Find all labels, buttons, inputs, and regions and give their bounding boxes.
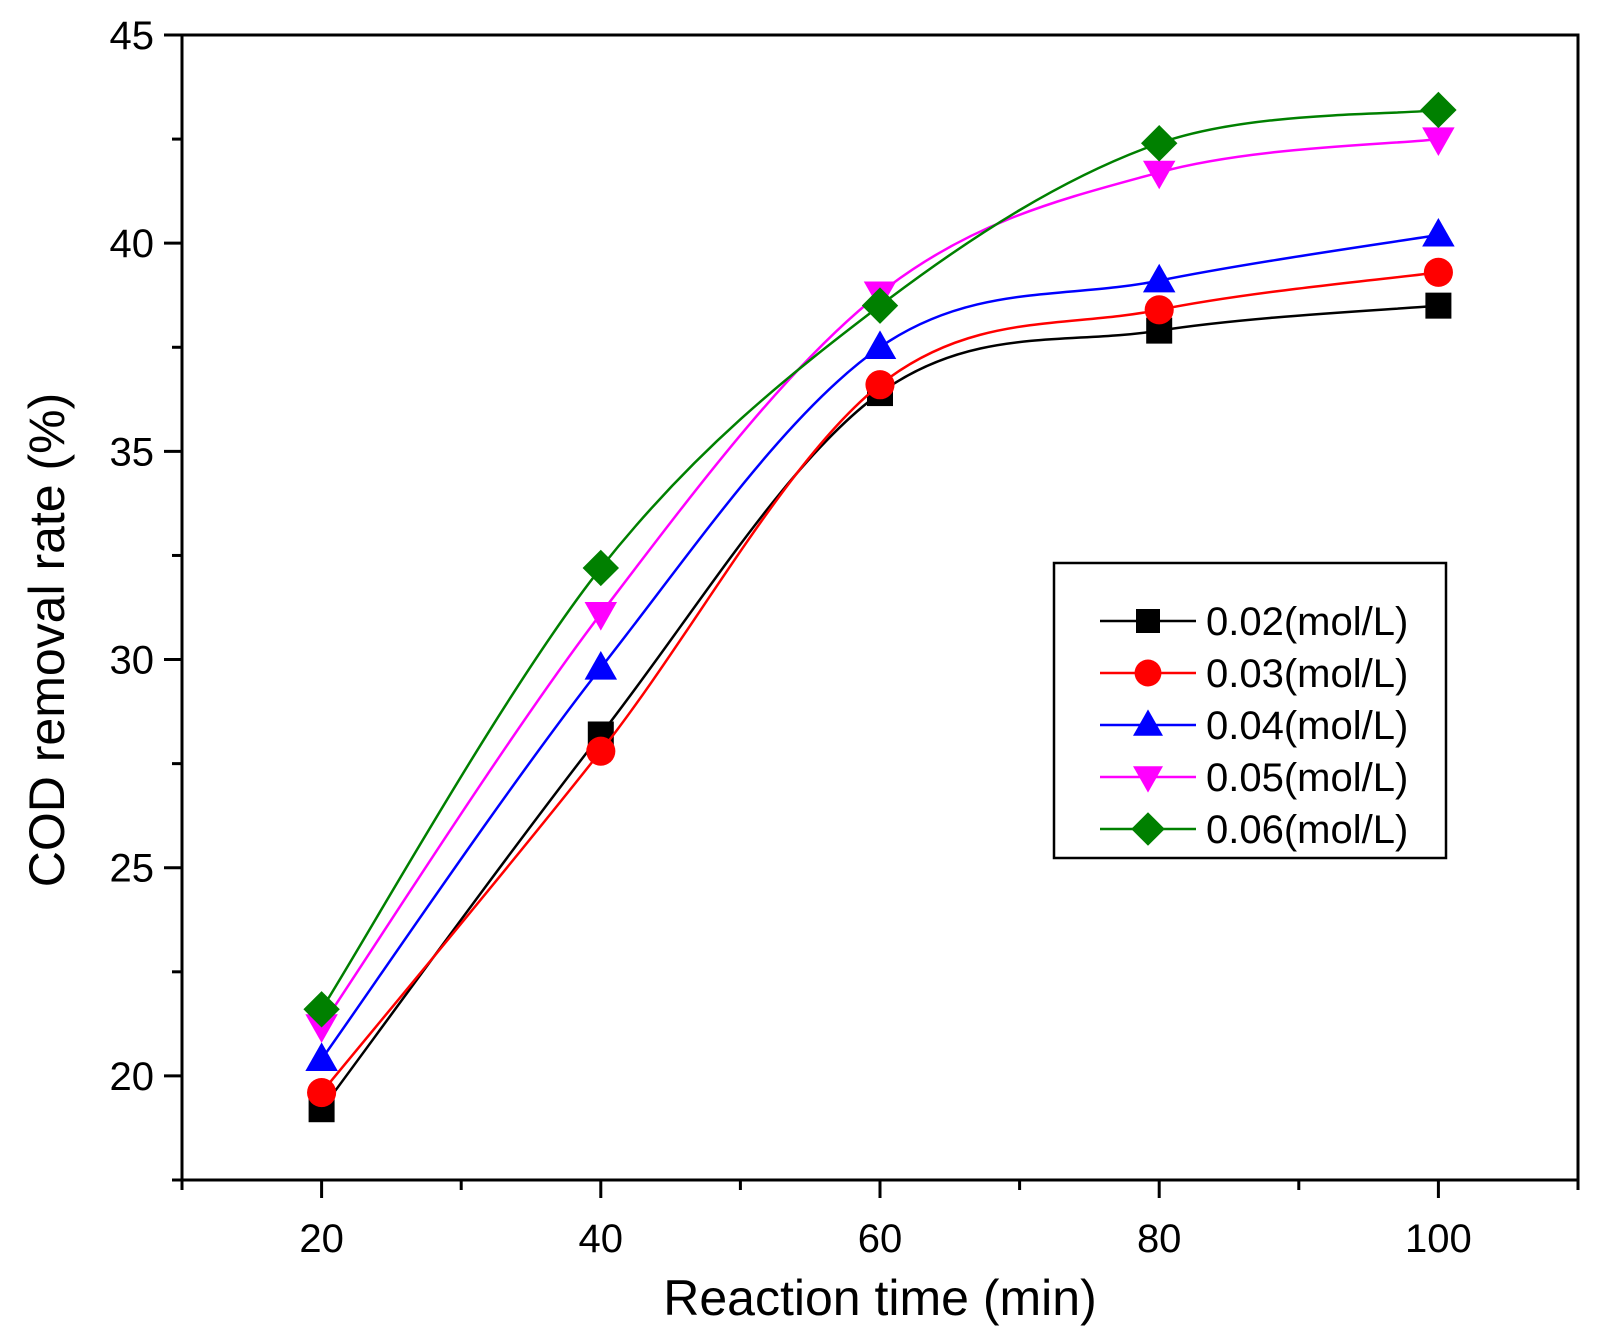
legend: 0.02(mol/L) 0.03(mol/L) 0.04(mol/L) 0.05(mo… xyxy=(1052,561,1448,860)
series-line xyxy=(320,271,1439,1094)
data-point xyxy=(584,650,618,680)
data-point xyxy=(1422,217,1455,247)
data-point xyxy=(305,1042,338,1071)
data-point xyxy=(863,330,897,359)
data-point xyxy=(307,1078,337,1108)
series-group xyxy=(303,91,1457,1123)
series-line xyxy=(320,233,1439,1060)
y-tick-label: 45 xyxy=(110,14,155,58)
legend-label: 0.06(mol/L) xyxy=(1206,808,1408,852)
series-3 xyxy=(305,217,1455,1071)
legend-marker xyxy=(1136,609,1160,633)
y-tick-label: 20 xyxy=(110,1055,155,1099)
legend-label: 0.05(mol/L) xyxy=(1206,756,1408,800)
data-point xyxy=(586,736,616,766)
series-4 xyxy=(305,127,1455,1043)
data-point xyxy=(1422,127,1455,156)
y-axis: 20 25 30 35 40 45 xyxy=(110,14,182,1182)
x-axis-title: Reaction time (min) xyxy=(663,1270,1096,1326)
series-line xyxy=(320,137,1439,1027)
data-point xyxy=(1142,160,1176,190)
legend-box xyxy=(1052,561,1448,860)
data-point xyxy=(1425,292,1452,319)
legend-marker xyxy=(1134,659,1162,687)
y-tick-label: 35 xyxy=(110,430,155,474)
legend-marker xyxy=(1133,709,1163,736)
x-axis: 20 40 60 80 100 xyxy=(180,1180,1580,1261)
series-line xyxy=(320,304,1439,1110)
y-tick-label: 25 xyxy=(110,847,155,891)
legend-marker xyxy=(1133,766,1163,793)
y-axis-title: COD removal rate (%) xyxy=(19,393,75,888)
series-2 xyxy=(307,257,1453,1108)
x-tick-label: 100 xyxy=(1405,1217,1472,1261)
data-point xyxy=(1420,91,1457,129)
legend-marker xyxy=(1131,812,1165,846)
data-point xyxy=(861,287,899,324)
data-point xyxy=(584,602,618,631)
series-5 xyxy=(303,91,1457,1028)
legend-label: 0.04(mol/L) xyxy=(1206,704,1408,748)
data-point xyxy=(1144,295,1174,325)
data-point xyxy=(582,549,619,587)
x-tick-label: 20 xyxy=(299,1217,344,1261)
legend-label: 0.03(mol/L) xyxy=(1206,652,1408,696)
data-point xyxy=(1142,263,1176,293)
legend-label: 0.02(mol/L) xyxy=(1206,600,1408,644)
x-tick-label: 80 xyxy=(1137,1217,1182,1261)
data-point xyxy=(865,370,895,400)
data-point xyxy=(305,1014,338,1043)
x-tick-label: 40 xyxy=(579,1217,624,1261)
series-line xyxy=(320,108,1439,1010)
data-point xyxy=(303,991,340,1028)
data-point xyxy=(1141,125,1178,162)
y-tick-label: 30 xyxy=(110,639,155,683)
y-tick-label: 40 xyxy=(110,222,155,266)
data-point xyxy=(1423,257,1453,287)
x-tick-label: 60 xyxy=(858,1217,903,1261)
